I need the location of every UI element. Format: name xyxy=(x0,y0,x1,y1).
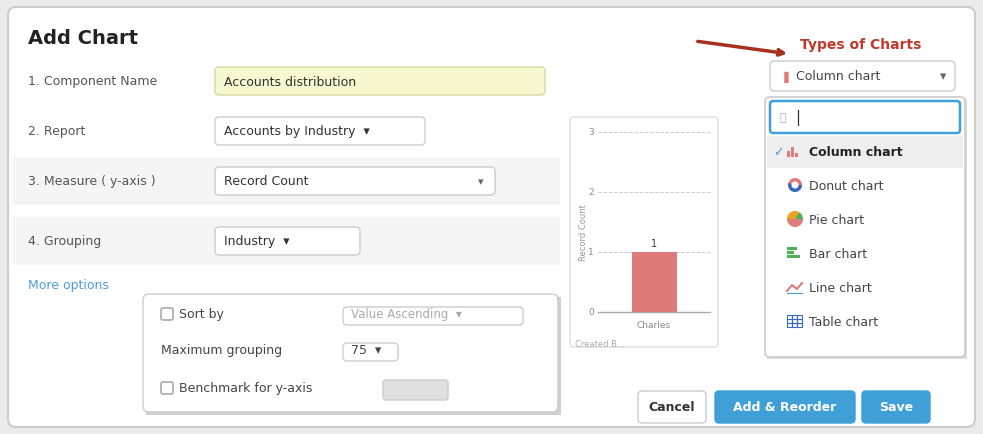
FancyBboxPatch shape xyxy=(8,8,975,427)
Bar xyxy=(12,217,560,265)
FancyBboxPatch shape xyxy=(215,118,425,146)
Text: Value Ascending  ▾: Value Ascending ▾ xyxy=(351,308,462,321)
Bar xyxy=(792,323,796,327)
Text: More options: More options xyxy=(28,279,109,292)
FancyBboxPatch shape xyxy=(161,308,173,320)
Bar xyxy=(791,148,794,158)
Text: Accounts by Industry  ▾: Accounts by Industry ▾ xyxy=(224,125,370,138)
Text: ▾: ▾ xyxy=(940,70,946,83)
Bar xyxy=(787,319,791,323)
FancyBboxPatch shape xyxy=(570,118,718,347)
Text: 3. Measure ( y-axis ): 3. Measure ( y-axis ) xyxy=(28,175,155,188)
Text: 4. Grouping: 4. Grouping xyxy=(28,235,101,248)
Text: Line chart: Line chart xyxy=(809,282,872,295)
Wedge shape xyxy=(787,220,803,227)
Wedge shape xyxy=(787,211,799,220)
FancyBboxPatch shape xyxy=(770,102,960,134)
Text: Bar chart: Bar chart xyxy=(809,248,867,261)
Text: Accounts distribution: Accounts distribution xyxy=(224,76,356,88)
Text: Industry  ▾: Industry ▾ xyxy=(224,235,290,248)
Bar xyxy=(797,323,801,327)
FancyBboxPatch shape xyxy=(215,68,545,96)
FancyBboxPatch shape xyxy=(638,391,706,423)
Bar xyxy=(767,100,967,359)
Text: Table chart: Table chart xyxy=(809,316,878,329)
FancyBboxPatch shape xyxy=(215,168,495,196)
Wedge shape xyxy=(795,213,803,220)
Bar xyxy=(787,247,797,250)
FancyBboxPatch shape xyxy=(715,391,855,423)
Text: Pie chart: Pie chart xyxy=(809,214,864,227)
Bar xyxy=(146,297,561,415)
FancyBboxPatch shape xyxy=(143,294,558,412)
Wedge shape xyxy=(788,183,802,193)
Text: 1: 1 xyxy=(588,248,594,257)
Text: |: | xyxy=(795,110,800,126)
Bar xyxy=(787,323,791,327)
Text: Cancel: Cancel xyxy=(649,401,695,414)
Text: 2. Report: 2. Report xyxy=(28,125,86,138)
Bar xyxy=(792,319,796,323)
Bar xyxy=(631,253,676,312)
Text: Benchmark for y-axis: Benchmark for y-axis xyxy=(179,381,313,395)
Text: Charles: Charles xyxy=(637,320,671,329)
Text: Created B...: Created B... xyxy=(575,339,625,348)
FancyBboxPatch shape xyxy=(343,343,398,361)
Bar xyxy=(787,315,791,319)
Text: 75  ▾: 75 ▾ xyxy=(351,344,381,357)
Bar xyxy=(795,154,798,158)
Text: Types of Charts: Types of Charts xyxy=(800,38,921,52)
Bar xyxy=(787,256,800,258)
Text: ▐: ▐ xyxy=(780,71,788,82)
Text: Sort by: Sort by xyxy=(179,308,224,321)
FancyBboxPatch shape xyxy=(343,307,523,325)
FancyBboxPatch shape xyxy=(383,380,448,400)
Text: Column chart: Column chart xyxy=(796,70,881,83)
Bar xyxy=(792,315,796,319)
Wedge shape xyxy=(788,178,802,186)
Bar xyxy=(787,251,794,254)
Text: 0: 0 xyxy=(588,308,594,317)
Text: Record Count: Record Count xyxy=(224,175,309,188)
Text: Save: Save xyxy=(879,401,913,414)
FancyBboxPatch shape xyxy=(215,227,360,256)
Bar xyxy=(12,158,560,206)
FancyBboxPatch shape xyxy=(765,98,965,357)
Text: Maximum grouping: Maximum grouping xyxy=(161,344,282,357)
Bar xyxy=(797,315,801,319)
Bar xyxy=(797,319,801,323)
Text: ✓: ✓ xyxy=(773,146,783,159)
Text: 3: 3 xyxy=(588,128,594,137)
Text: 2: 2 xyxy=(589,188,594,197)
FancyBboxPatch shape xyxy=(862,391,930,423)
Text: Add & Reorder: Add & Reorder xyxy=(733,401,837,414)
Bar xyxy=(787,151,790,158)
Text: Record Count: Record Count xyxy=(579,204,588,261)
Text: 1: 1 xyxy=(651,238,657,248)
Text: 🔍: 🔍 xyxy=(779,113,785,123)
FancyBboxPatch shape xyxy=(770,62,955,92)
Text: Donut chart: Donut chart xyxy=(809,180,884,193)
Text: ▾: ▾ xyxy=(478,177,484,187)
Bar xyxy=(767,137,963,169)
Text: 1. Component Name: 1. Component Name xyxy=(28,76,157,88)
Text: Add Chart: Add Chart xyxy=(28,29,138,47)
FancyBboxPatch shape xyxy=(161,382,173,394)
Text: Column chart: Column chart xyxy=(809,146,902,159)
